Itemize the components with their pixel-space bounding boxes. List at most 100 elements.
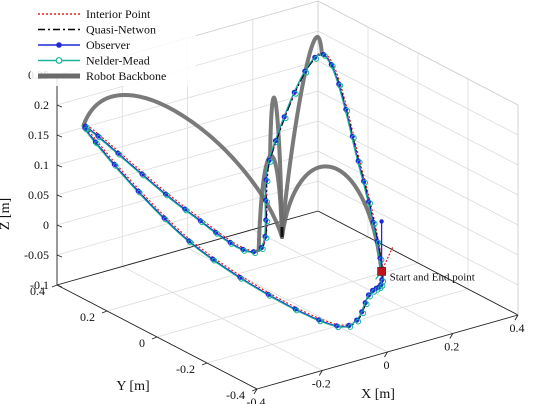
nelder-mead-marker — [214, 230, 221, 237]
z-tick-mark — [56, 134, 63, 138]
back-grid-z — [56, 120, 319, 196]
nelder-mead-marker — [337, 82, 344, 89]
y-tick-mark — [51, 284, 58, 288]
nelder-mead-marker — [347, 324, 354, 330]
nelder-mead-marker — [164, 192, 171, 199]
nelder-mead-marker — [162, 216, 169, 223]
nelder-mead-marker — [112, 163, 119, 169]
x-tick-label: -0.4 — [247, 395, 266, 404]
y-tick-mark — [151, 336, 158, 340]
z-tick-mark — [56, 194, 63, 198]
x-tick-label: 0.2 — [444, 340, 459, 354]
z-tick-label: -0.05 — [24, 248, 49, 262]
nelder-mead-marker — [292, 90, 299, 97]
frame-z-tip — [379, 219, 384, 224]
nelder-mead-marker — [350, 134, 357, 141]
nelder-mead-marker — [322, 53, 328, 59]
nelder-mead-marker — [335, 324, 342, 331]
y-tick-label: 0.2 — [80, 310, 95, 324]
y-tick-mark — [201, 362, 208, 366]
z-tick-mark — [56, 224, 63, 228]
z-tick-label: 0 — [43, 218, 49, 232]
z-tick-label: 0.05 — [28, 188, 49, 202]
legend-label: Nelder-Mead — [86, 54, 150, 68]
nelder-mead-marker — [228, 241, 235, 247]
side-grid-z — [317, 60, 519, 166]
x-tick-mark — [514, 314, 519, 321]
nelder-mead-marker — [241, 248, 248, 254]
nelder-mead-marker — [355, 318, 362, 325]
back-grid-z — [56, 60, 319, 136]
start-end-marker — [377, 267, 386, 276]
nelder-mead-marker — [329, 63, 336, 69]
legend-label: Robot Backbone — [86, 69, 166, 83]
legend-swatch-marker — [55, 57, 63, 64]
nelder-mead-marker — [136, 189, 143, 196]
floor-grid-y — [156, 262, 419, 338]
nelder-mead-marker — [344, 107, 351, 114]
nelder-mead-marker — [140, 172, 147, 179]
nelder-mead-marker — [211, 257, 218, 264]
x-tick-label: 0 — [384, 358, 390, 372]
legend-swatch-marker — [56, 42, 62, 48]
side-grid-z — [317, 90, 519, 196]
x-axis-label: X [m] — [361, 387, 395, 402]
nelder-mead-marker — [183, 207, 190, 214]
z-axis-label: Z [m] — [0, 198, 13, 230]
axis-labels: X [m] Y [m] Z [m] — [0, 198, 395, 402]
y-tick-label: -0.4 — [226, 388, 245, 402]
nelder-mead-marker — [360, 310, 367, 317]
nelder-mead-marker — [293, 307, 300, 314]
nelder-mead-marker — [313, 55, 320, 62]
nelder-mead-marker — [367, 200, 374, 207]
z-tick-label: 0.15 — [28, 128, 49, 142]
nelder-mead-marker — [317, 318, 324, 325]
axes-grid — [56, 0, 519, 390]
nelder-mead-marker — [96, 134, 103, 141]
nelder-mead-marker — [362, 179, 369, 186]
nelder-mead-marker — [264, 178, 271, 185]
robot-backbone-arc — [268, 95, 284, 239]
nelder-mead-marker — [199, 219, 205, 226]
start-end-label: Start and End point — [390, 271, 475, 283]
box-edge — [317, 0, 519, 106]
axis-edge — [56, 210, 319, 286]
z-tick-label: 0.1 — [34, 158, 49, 172]
nelder-mead-marker — [252, 250, 259, 257]
z-tick-mark — [56, 164, 63, 168]
x-tick-mark — [253, 388, 258, 395]
legend-label: Quasi-Netwon — [86, 23, 156, 37]
nelder-mead-marker — [266, 292, 273, 299]
nelder-mead-marker — [367, 293, 373, 300]
series-group — [82, 51, 387, 331]
nelder-mead-marker — [274, 139, 280, 146]
side-grid-z — [317, 150, 519, 256]
nelder-mead-marker — [94, 140, 100, 147]
x-tick-mark — [449, 333, 454, 339]
nelder-mead-marker — [238, 275, 245, 282]
legend-label: Interior Point — [86, 7, 151, 21]
x-tick-label: -0.2 — [312, 377, 331, 391]
z-tick-mark — [56, 284, 63, 288]
robot-backbone-arc — [280, 164, 384, 274]
side-grid-z — [317, 180, 519, 286]
nelder-mead-marker — [356, 159, 363, 166]
axis-edge — [317, 210, 519, 316]
y-axis-label: Y [m] — [116, 379, 149, 394]
x-tick-label: 0.4 — [510, 321, 525, 335]
z-tick-mark — [56, 104, 63, 108]
floor-grid-y — [106, 236, 369, 312]
legend-label: Observer — [86, 38, 130, 52]
x-tick-mark — [318, 370, 323, 376]
back-grid-z — [56, 180, 319, 256]
y-tick-label: -0.2 — [176, 362, 195, 376]
y-tick-mark — [251, 388, 258, 392]
nelder-mead-marker — [282, 115, 289, 122]
nelder-mead-marker — [371, 220, 378, 227]
y-tick-mark — [101, 310, 108, 314]
y-tick-label: 0.4 — [30, 284, 45, 298]
tick-labels: -0.1-0.0500.050.10.150.20.25-0.4-0.200.2… — [24, 68, 525, 404]
nelder-mead-marker — [83, 126, 90, 133]
